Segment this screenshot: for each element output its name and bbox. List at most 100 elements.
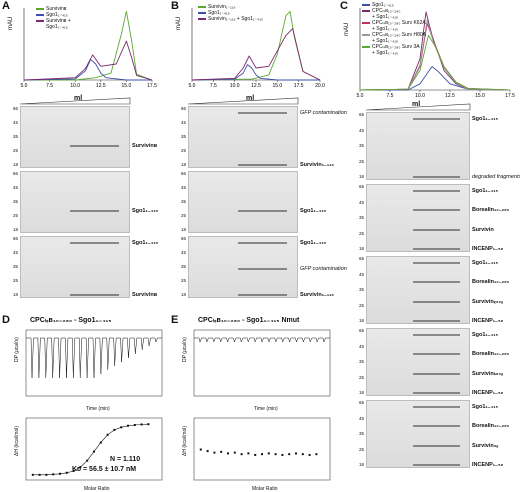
kd-marker: 25 [12, 148, 18, 153]
legend-item: Survivin₁₋₁₁₆ + Sgo1₁₋₄₁₅ [198, 16, 263, 22]
kd-marker: 45 [358, 415, 364, 421]
data-point [45, 473, 48, 476]
band-label: Survivin [472, 226, 494, 233]
data-point [301, 453, 304, 456]
panel-e-top-xlabel: Time (min) [254, 406, 278, 412]
kd-marker: 18 [358, 390, 364, 395]
protein-band [69, 242, 119, 244]
gel-image [366, 184, 470, 252]
band-label: Survivinₖ₆₂ₐ [472, 298, 504, 305]
legend-text: CPCₗₛʙ₁₀₋₂₈₀ Surv H80A [372, 32, 426, 38]
legend-item: CPCₗₛʙ₁₀₋₂₈₀ Surv K62A [362, 20, 426, 26]
series-line [23, 58, 152, 81]
legend-text: + Sgo1₁₋₄₁₅ [372, 26, 399, 32]
data-point [220, 450, 223, 453]
series-line [359, 19, 511, 91]
itc-e-svg [193, 329, 331, 481]
protein-band [412, 190, 460, 192]
legend-text: + Sgo1₁₋₄₁₅ [372, 50, 399, 56]
legend-text: CPCₗₛʙ₁₀₋₂₈₀ Surv K62A [372, 20, 426, 26]
legend-item: Sgo1₁₋₄₁₅ [36, 24, 71, 30]
protein-band [69, 145, 119, 148]
protein-band [412, 334, 460, 336]
data-point [99, 441, 102, 444]
band-label: Survivin₃ₐ [472, 442, 499, 449]
series-line [24, 10, 153, 81]
panel-e-bottom-xlabel: Molar Ratio [252, 486, 278, 492]
data-point [140, 423, 143, 426]
data-point [254, 453, 257, 456]
data-point [206, 450, 209, 453]
legend-item: Sgo1₁₋₄₁₅ [198, 10, 263, 16]
legend-text: CPCₗₛʙ₁₀₋₂₈₀ [372, 8, 401, 14]
kd-marker: 18 [12, 162, 18, 167]
panel-c-legend: Sgo1₁₋₄₁₅ CPCₗₛʙ₁₀₋₂₈₀ + Sgo1₁₋₄₁₅ CPCₗₛ… [362, 2, 426, 56]
series-line [360, 66, 511, 91]
kd-marker: 35 [180, 134, 186, 139]
panel-b-chromatogram: 5.0 7.5 10.0 12.5 15.0 17.5 20.0 mAU Survivin₁… [176, 2, 326, 90]
gel-image [20, 236, 130, 298]
band-label: Sgo1₁₋₄₁₅ [132, 240, 159, 246]
data-point [127, 424, 129, 427]
panel-c-ylabel: mAU [344, 22, 350, 36]
kd-marker: 66 [12, 236, 18, 241]
protein-band [412, 444, 460, 447]
band-label: Sgo1₁₋₄₁₅ [472, 332, 499, 338]
band-label: INCENP₁₋₅₈ [472, 318, 504, 324]
legend-text: CPCₗₛʙ₁₀₋₂₈₀ Surv 3A [372, 44, 420, 50]
panel-e-title: CPCₗₛʙ₁₀₋₂₈₀ - Sgo1₁₋₄₁₅ Nmut [198, 317, 300, 324]
band-label: Borealin₁₀₋₂₈₀ [472, 207, 510, 214]
kd-marker: 66 [12, 171, 18, 176]
x-tick-label: 10.0 [70, 83, 80, 89]
protein-band [237, 294, 287, 296]
band-label: GFP contamination [300, 266, 347, 272]
x-tick-label: 17.5 [147, 83, 157, 89]
kd-marker: 45 [358, 127, 364, 133]
series-line [23, 40, 153, 81]
protein-band [412, 281, 460, 284]
data-point [133, 423, 136, 426]
x-tick-label: 7.5 [210, 83, 217, 89]
series-line [191, 28, 321, 81]
band-label: Sgo1₁₋₄₁₅ [132, 208, 159, 215]
band-label: INCENP₁₋₅₈ [472, 246, 504, 252]
itc-d-svg [25, 329, 163, 481]
kd-marker: 25 [358, 158, 364, 164]
x-tick-label: 10.0 [230, 83, 240, 89]
panel-e-top-ylabel: DP (µcal/s) [182, 337, 188, 362]
kd-marker: 25 [12, 213, 18, 218]
data-point [233, 451, 236, 454]
data-point [267, 452, 270, 455]
kd-marker: 35 [180, 264, 186, 269]
panel-d-title: CPCₗₛʙ₁₀₋₂₈₀ - Sgo1₁₋₄₁₅ [30, 317, 112, 324]
band-label: GFP contamination [300, 110, 347, 116]
data-point [199, 448, 202, 451]
kd-marker: 18 [12, 227, 18, 232]
x-tick-label: 7.5 [387, 93, 394, 99]
x-tick-label: 20.0 [315, 83, 325, 89]
kd-marker: 45 [180, 120, 186, 125]
protein-band [412, 209, 460, 212]
data-point [38, 473, 41, 476]
gradient-wedge [19, 97, 131, 105]
panel-e-bottom-ylabel: ΔH (kcal/mol) [182, 425, 188, 456]
kd-marker: 66 [12, 106, 18, 111]
band-label: Sgo1₁₋₄₁₅ [472, 116, 499, 122]
protein-band [412, 176, 460, 178]
gel-image [366, 328, 470, 396]
band-label: Sgo1₁₋₄₁₅ [472, 188, 499, 194]
x-tick-label: 12.5 [251, 83, 261, 89]
band-label: Survivin₁₋₁₁₆ [300, 162, 334, 168]
series-line [191, 64, 320, 81]
legend-text: Survivin₁₋₁₁₆ + Sgo1₁₋₄₁₅ [208, 16, 263, 22]
kd-marker: 66 [180, 236, 186, 241]
legend-text: + Sgo1₁₋₄₁₅ [372, 38, 399, 44]
panel-d-n-value: N = 1.110 [110, 456, 141, 463]
data-point [261, 453, 263, 456]
panel-d-kd-value: Kᴅ = 56.5 ± 10.7 nM [72, 466, 137, 473]
protein-band [412, 300, 460, 303]
band-label: Sgo1₁₋₄₁₅ [472, 404, 499, 410]
legend-item: Survivinʙ + [36, 18, 71, 24]
kd-marker: 66 [180, 171, 186, 176]
fit-curve [32, 423, 149, 476]
